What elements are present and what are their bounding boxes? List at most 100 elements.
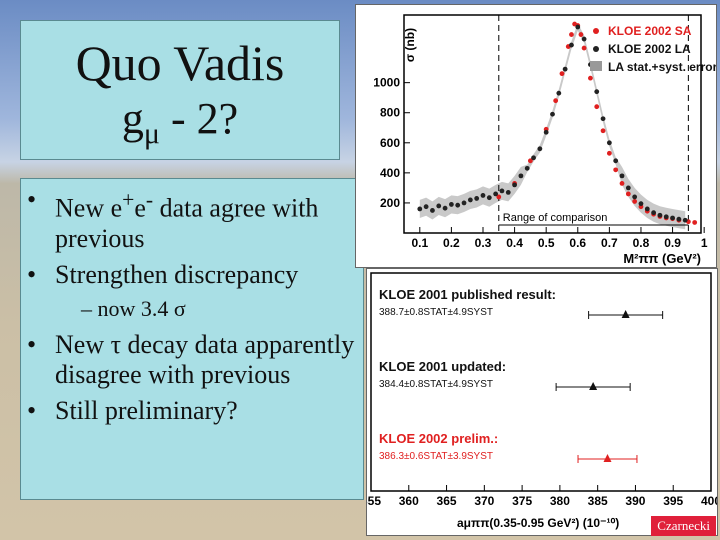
cross-section-chart: Range of comparison 0.1 0.2 0.3 0.4 0.5 0.6 0.7… bbox=[355, 4, 718, 268]
bullet-1-sup: + bbox=[122, 188, 135, 212]
la-point bbox=[430, 208, 435, 213]
sa-point bbox=[527, 158, 533, 164]
bullet-1-sup: - bbox=[145, 188, 154, 212]
la-point bbox=[524, 165, 530, 171]
la-point bbox=[543, 129, 549, 135]
x-tick-label: 355 bbox=[367, 494, 381, 508]
la-point bbox=[613, 158, 619, 164]
x-tick-label: 385 bbox=[588, 494, 608, 508]
plot-frame bbox=[403, 14, 702, 234]
result-title: KLOE 2001 published result: bbox=[379, 287, 556, 302]
legend-marker bbox=[593, 28, 599, 34]
legend-label: KLOE 2002 LA bbox=[608, 42, 691, 56]
la-point bbox=[455, 202, 461, 208]
la-point bbox=[512, 182, 517, 188]
title-rest: - 2? bbox=[159, 94, 239, 143]
amu-result-chart: KLOE 2001 published result: 388.7±0.8STAT… bbox=[361, 268, 720, 536]
sa-point bbox=[600, 128, 606, 134]
title-g: g bbox=[121, 94, 144, 143]
la-point bbox=[651, 210, 657, 216]
sa-point bbox=[496, 194, 502, 200]
la-point bbox=[531, 155, 536, 161]
la-point bbox=[569, 42, 574, 48]
la-point bbox=[644, 206, 650, 212]
title-mu: μ bbox=[143, 116, 160, 150]
sa-point bbox=[553, 98, 559, 104]
y-tick-label: 1000 bbox=[373, 76, 400, 90]
x-tick-label: 0.4 bbox=[506, 236, 523, 250]
result-marker bbox=[603, 454, 612, 462]
x-tick-label: 370 bbox=[474, 494, 494, 508]
author-credit: Czarnecki bbox=[651, 516, 716, 536]
x-axis-label: aμππ(0.35-0.95 GeV²) (10⁻¹⁰) bbox=[457, 516, 619, 530]
la-point bbox=[448, 202, 454, 207]
result-value: 388.7±0.8STAT±4.9SYST bbox=[379, 307, 493, 318]
x-tick-label: 380 bbox=[550, 494, 570, 508]
la-point bbox=[682, 217, 688, 223]
sa-point bbox=[569, 32, 574, 37]
la-point bbox=[676, 216, 682, 222]
la-point bbox=[638, 201, 644, 207]
la-point bbox=[436, 203, 442, 209]
la-point bbox=[474, 196, 480, 201]
la-point bbox=[417, 206, 423, 212]
sa-point bbox=[625, 191, 631, 197]
cross-section-plot: Range of comparison 0.1 0.2 0.3 0.4 0.5 0.6 0.7… bbox=[373, 14, 718, 266]
sub-bullet: – now 3.4 σ bbox=[81, 295, 186, 321]
bullet-1: New e+e- data agree with previous bbox=[21, 185, 363, 254]
sa-point bbox=[613, 167, 619, 173]
la-point bbox=[632, 194, 638, 200]
bullet-3: New τ decay data apparently disagree wit… bbox=[21, 330, 363, 390]
legend-label: KLOE 2002 SA bbox=[608, 24, 692, 38]
la-point bbox=[550, 111, 555, 117]
sa-point bbox=[692, 220, 698, 225]
x-tick-label: 0.7 bbox=[601, 236, 618, 250]
la-point bbox=[606, 140, 612, 146]
result-title: KLOE 2001 updated: bbox=[379, 359, 506, 374]
la-point bbox=[657, 212, 663, 218]
x-axis-label: M²ππ (GeV²) bbox=[623, 251, 701, 266]
result-value: 384.4±0.8STAT±4.9SYST bbox=[379, 379, 493, 390]
bullet-1-part: New e bbox=[55, 193, 123, 223]
result-value: 386.3±0.6STAT±3.9SYST bbox=[379, 451, 493, 462]
la-point bbox=[575, 24, 581, 30]
x-tick-label: 1 bbox=[701, 236, 708, 250]
title-box: Quo Vadis gμ - 2? bbox=[20, 20, 340, 160]
result-title: KLOE 2002 prelim.: bbox=[379, 431, 498, 446]
y-tick-label: 600 bbox=[380, 136, 400, 150]
amu-result-plot: KLOE 2001 published result: 388.7±0.8STAT… bbox=[361, 272, 720, 530]
legend-marker bbox=[590, 61, 602, 71]
legend-marker bbox=[593, 46, 599, 52]
sa-point bbox=[594, 104, 600, 110]
y-tick-label: 400 bbox=[380, 166, 400, 180]
la-point bbox=[556, 90, 562, 96]
sa-point bbox=[588, 75, 593, 81]
la-point bbox=[486, 195, 492, 201]
sa-point bbox=[559, 71, 565, 77]
sa-point bbox=[606, 150, 612, 156]
range-label: Range of comparison bbox=[503, 212, 608, 224]
x-tick-label: 395 bbox=[663, 494, 683, 508]
la-point bbox=[505, 190, 511, 195]
la-point bbox=[442, 205, 448, 211]
sa-point bbox=[578, 32, 584, 37]
la-point bbox=[493, 191, 499, 197]
x-tick-label: 375 bbox=[512, 494, 532, 508]
x-tick-label: 390 bbox=[625, 494, 645, 508]
x-tick-label: 0.6 bbox=[569, 236, 586, 250]
x-tick-label: 400 bbox=[701, 494, 717, 508]
result-marker bbox=[589, 382, 598, 390]
la-point bbox=[518, 173, 524, 179]
x-tick-label: 360 bbox=[399, 494, 419, 508]
la-point bbox=[619, 173, 625, 179]
la-point bbox=[600, 116, 606, 122]
x-tick-label: 365 bbox=[437, 494, 457, 508]
la-point bbox=[625, 185, 631, 191]
sa-point bbox=[581, 45, 587, 51]
sa-point bbox=[619, 180, 625, 186]
la-point bbox=[670, 215, 675, 221]
la-point bbox=[499, 188, 505, 194]
title-line-1: Quo Vadis bbox=[75, 35, 285, 91]
x-tick-label: 0.9 bbox=[664, 236, 681, 250]
plot-frame bbox=[370, 272, 712, 492]
